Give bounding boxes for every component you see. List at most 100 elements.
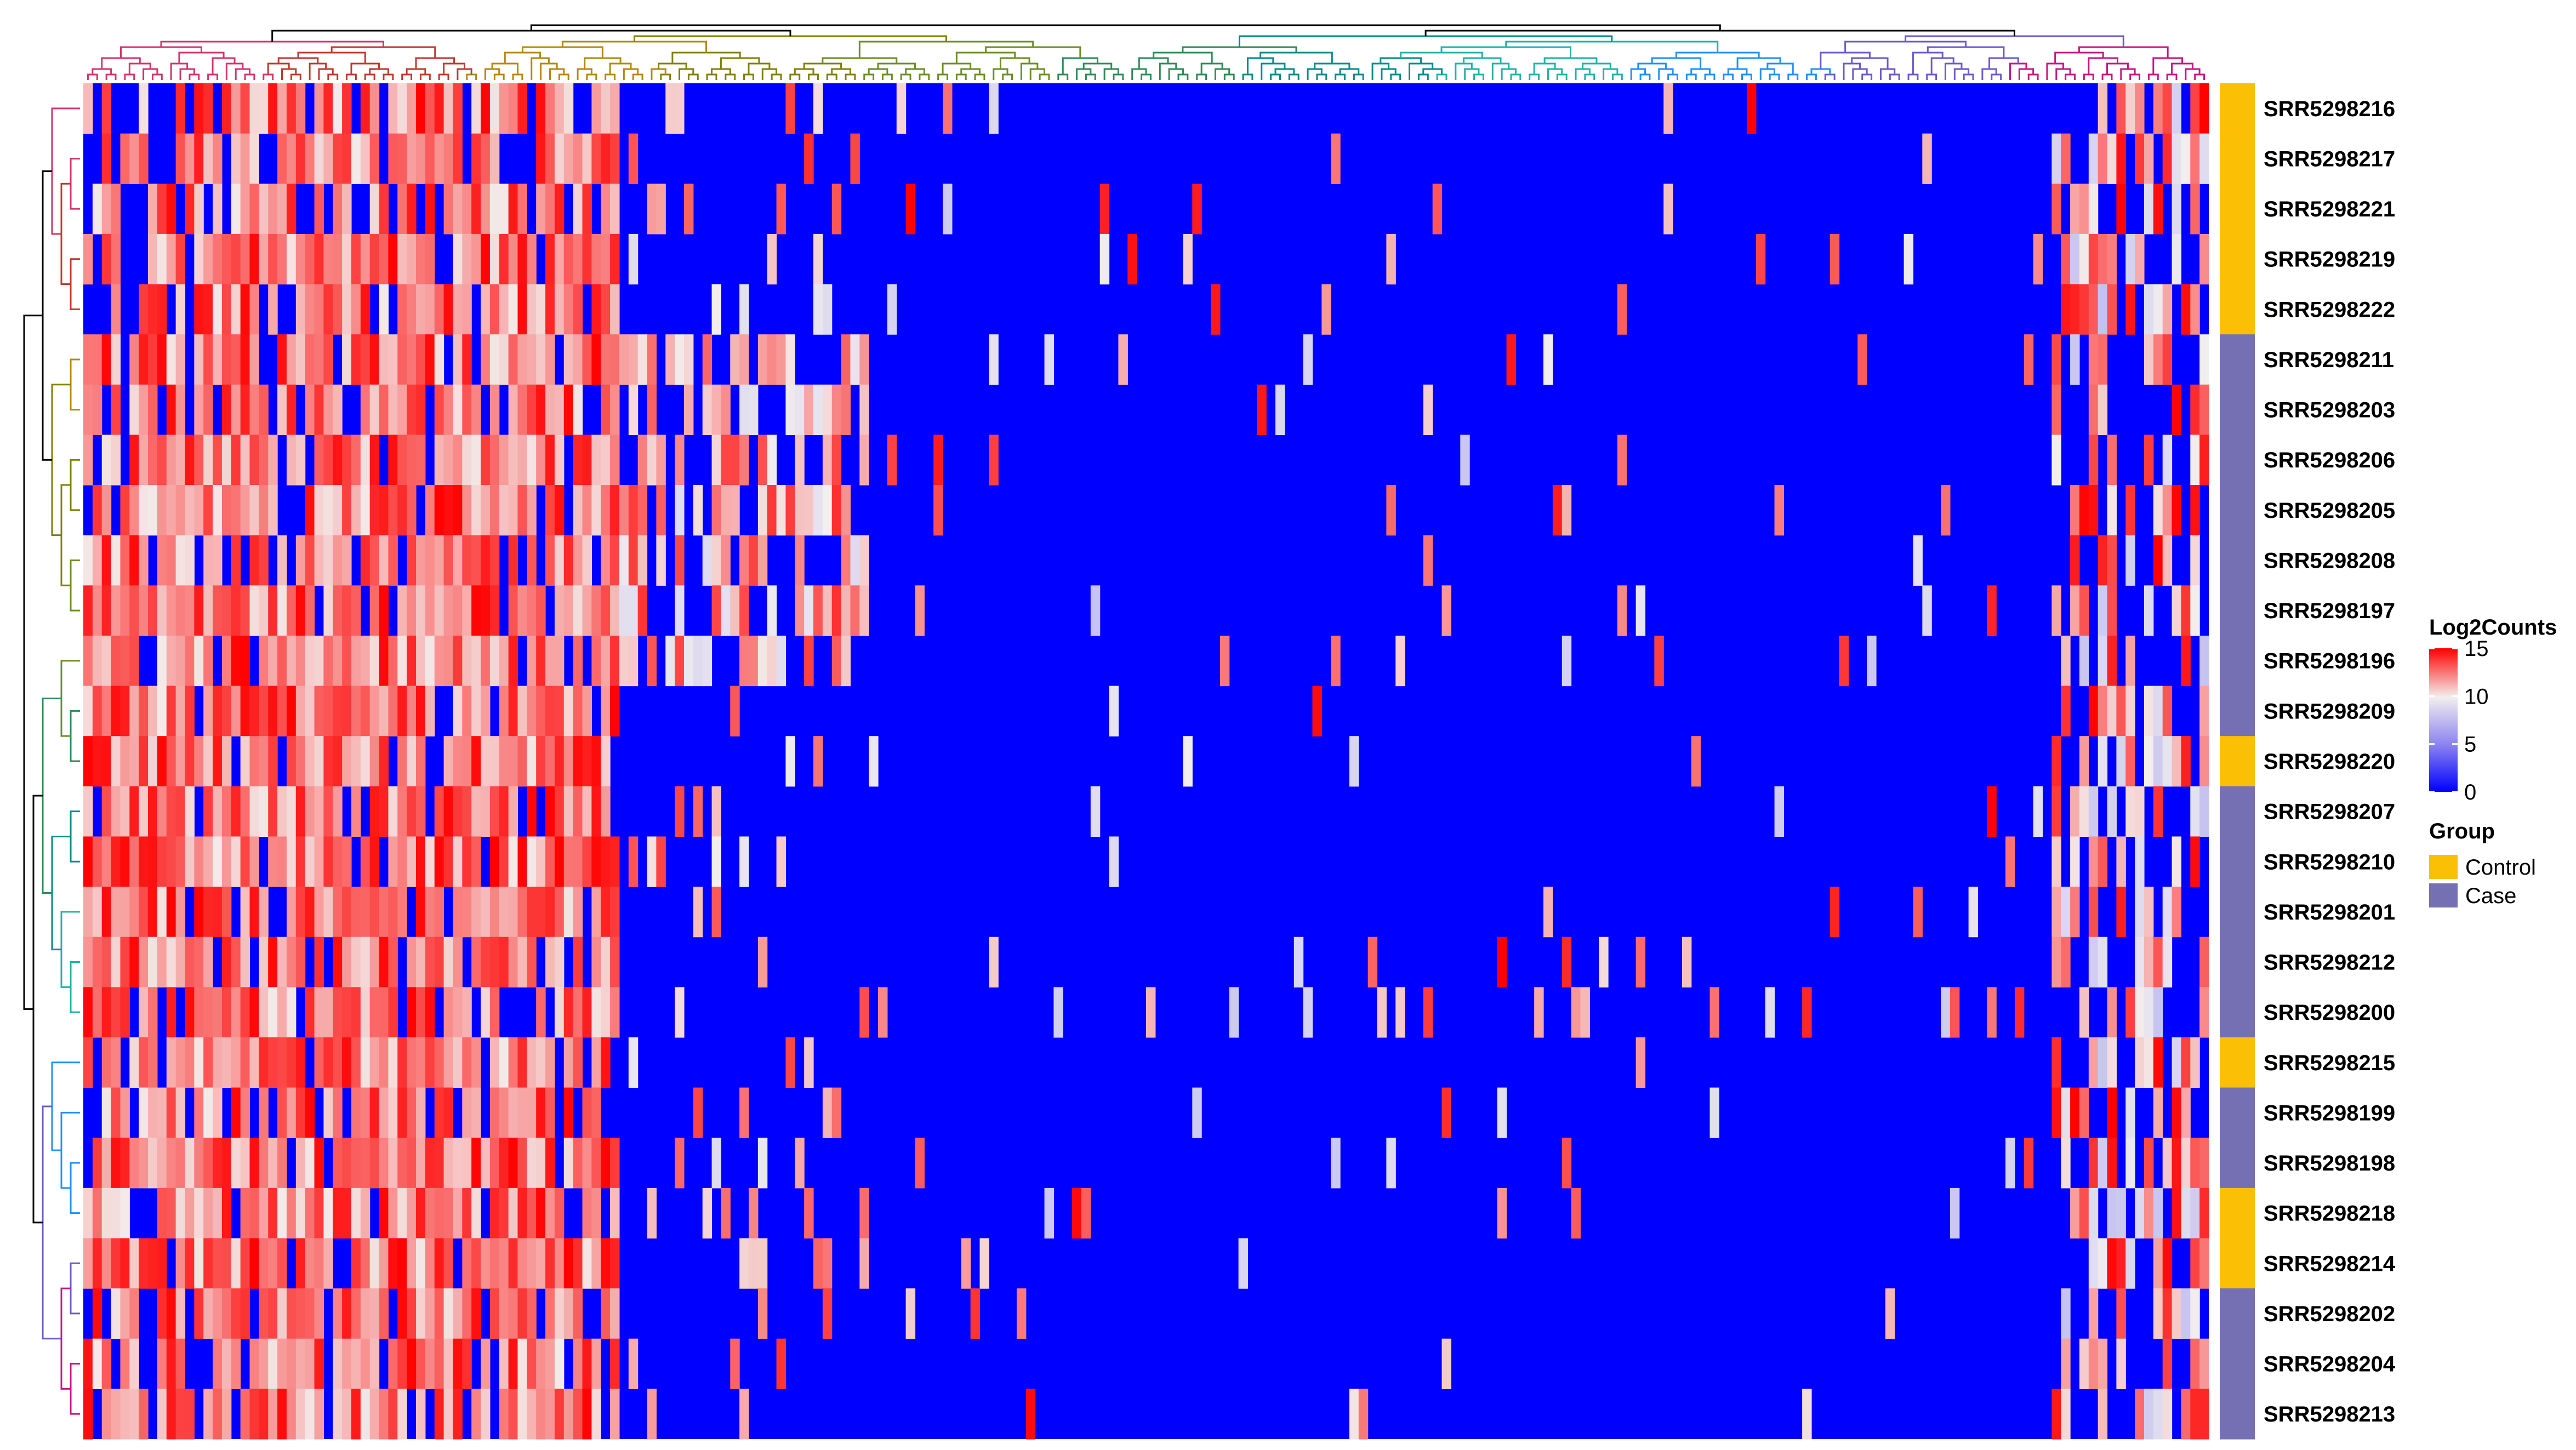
heatmap-cell bbox=[139, 736, 149, 787]
heatmap-cell bbox=[148, 384, 158, 436]
heatmap-cell bbox=[213, 686, 223, 737]
heatmap-cell bbox=[2181, 284, 2191, 335]
heatmap-cell bbox=[231, 786, 241, 837]
heatmap-cell bbox=[610, 585, 620, 636]
heatmap-cell bbox=[369, 937, 380, 987]
heatmap-cell bbox=[120, 133, 130, 184]
heatmap-cell bbox=[360, 1288, 371, 1339]
heatmap-cell bbox=[369, 1288, 380, 1339]
heatmap-cell bbox=[489, 83, 500, 134]
heatmap-cell bbox=[2088, 233, 2099, 285]
heatmap-cell bbox=[240, 1087, 250, 1138]
heatmap-cell bbox=[2079, 284, 2089, 335]
heatmap-cell bbox=[527, 585, 537, 636]
heatmap-cell bbox=[2172, 736, 2182, 787]
heatmap-cell bbox=[2061, 233, 2071, 285]
heatmap-cell bbox=[333, 435, 343, 486]
row-label: SRR5298201 bbox=[2264, 900, 2395, 924]
heatmap-cell bbox=[286, 384, 297, 436]
heatmap-cell bbox=[2162, 1138, 2173, 1189]
heatmap-cell bbox=[175, 786, 186, 837]
heatmap-cell bbox=[545, 686, 555, 737]
heatmap-cell bbox=[499, 284, 509, 335]
heatmap-cell bbox=[221, 384, 232, 436]
heatmap-cell bbox=[462, 184, 472, 235]
heatmap-cell bbox=[101, 1238, 112, 1289]
heatmap-cell bbox=[203, 83, 213, 134]
heatmap-cell bbox=[83, 435, 93, 486]
heatmap-cell bbox=[536, 887, 546, 938]
heatmap-cell bbox=[148, 937, 158, 987]
heatmap-cell bbox=[314, 686, 324, 737]
heatmap-cell bbox=[175, 1037, 186, 1088]
heatmap-cell bbox=[221, 887, 232, 938]
row-label: SRR5298217 bbox=[2264, 147, 2395, 171]
heatmap-cell bbox=[536, 585, 546, 636]
heatmap-cell bbox=[397, 887, 407, 938]
heatmap-cell bbox=[203, 485, 213, 536]
heatmap-cell bbox=[656, 435, 666, 486]
heatmap-cell bbox=[157, 786, 167, 837]
heatmap-cell bbox=[213, 535, 223, 586]
heatmap-cell bbox=[415, 1188, 426, 1239]
heatmap-cell bbox=[481, 686, 491, 737]
heatmap-cell bbox=[388, 987, 398, 1038]
heatmap-cell bbox=[268, 937, 278, 987]
heatmap-cell bbox=[730, 435, 740, 486]
heatmap-cell bbox=[360, 435, 371, 486]
heatmap-cell bbox=[2125, 485, 2135, 536]
group-cell bbox=[2220, 1087, 2255, 1138]
heatmap-cell bbox=[2070, 535, 2080, 586]
heatmap-cell bbox=[101, 334, 112, 385]
heatmap-cell bbox=[101, 887, 112, 938]
heatmap-cell bbox=[92, 686, 102, 737]
heatmap-cell bbox=[175, 1138, 186, 1189]
heatmap-cell bbox=[240, 1288, 250, 1339]
heatmap-cell bbox=[545, 635, 555, 687]
heatmap-cell bbox=[213, 233, 223, 285]
heatmap-cell bbox=[240, 585, 250, 636]
heatmap-cell bbox=[1423, 384, 1433, 436]
heatmap-cell bbox=[333, 83, 343, 134]
heatmap-cell bbox=[397, 334, 407, 385]
heatmap-cell bbox=[573, 887, 583, 938]
heatmap-cell bbox=[175, 435, 186, 486]
heatmap-cell bbox=[333, 284, 343, 335]
heatmap-cell bbox=[295, 284, 306, 335]
heatmap-cell bbox=[471, 1288, 481, 1339]
heatmap-cell bbox=[443, 184, 454, 235]
heatmap-cell bbox=[259, 83, 269, 134]
heatmap-cell bbox=[379, 1138, 389, 1189]
heatmap-cell bbox=[554, 1238, 565, 1289]
row-label: SRR5298212 bbox=[2264, 951, 2395, 975]
heatmap-cell bbox=[268, 736, 278, 787]
heatmap-cell bbox=[813, 384, 823, 436]
heatmap-cell bbox=[213, 987, 223, 1038]
heatmap-cell bbox=[887, 435, 897, 486]
heatmap-cell bbox=[231, 987, 241, 1038]
heatmap-cell bbox=[333, 1338, 343, 1389]
heatmap-cell bbox=[453, 1338, 463, 1389]
heatmap-cell bbox=[407, 184, 417, 235]
heatmap-cell bbox=[2107, 635, 2117, 687]
heatmap-cell bbox=[647, 1188, 657, 1239]
heatmap-cell bbox=[822, 435, 833, 486]
heatmap-cell bbox=[101, 535, 112, 586]
heatmap-cell bbox=[536, 1087, 546, 1138]
row-label: SRR5298219 bbox=[2264, 248, 2395, 272]
heatmap-cell bbox=[295, 1338, 306, 1389]
heatmap-cell bbox=[434, 1037, 444, 1088]
heatmap-cell bbox=[342, 836, 352, 887]
heatmap-cell bbox=[2107, 686, 2117, 737]
heatmap-cell bbox=[277, 635, 287, 687]
heatmap-cell bbox=[665, 635, 675, 687]
heatmap-cell bbox=[508, 786, 518, 837]
heatmap-cell bbox=[351, 686, 361, 737]
heatmap-cell bbox=[2070, 1188, 2080, 1239]
heatmap-cell bbox=[323, 1188, 333, 1239]
heatmap-cell bbox=[711, 535, 721, 586]
heatmap-cell bbox=[545, 1138, 555, 1189]
heatmap-cell bbox=[231, 635, 241, 687]
heatmap-cell bbox=[351, 937, 361, 987]
heatmap-cell bbox=[693, 485, 703, 536]
